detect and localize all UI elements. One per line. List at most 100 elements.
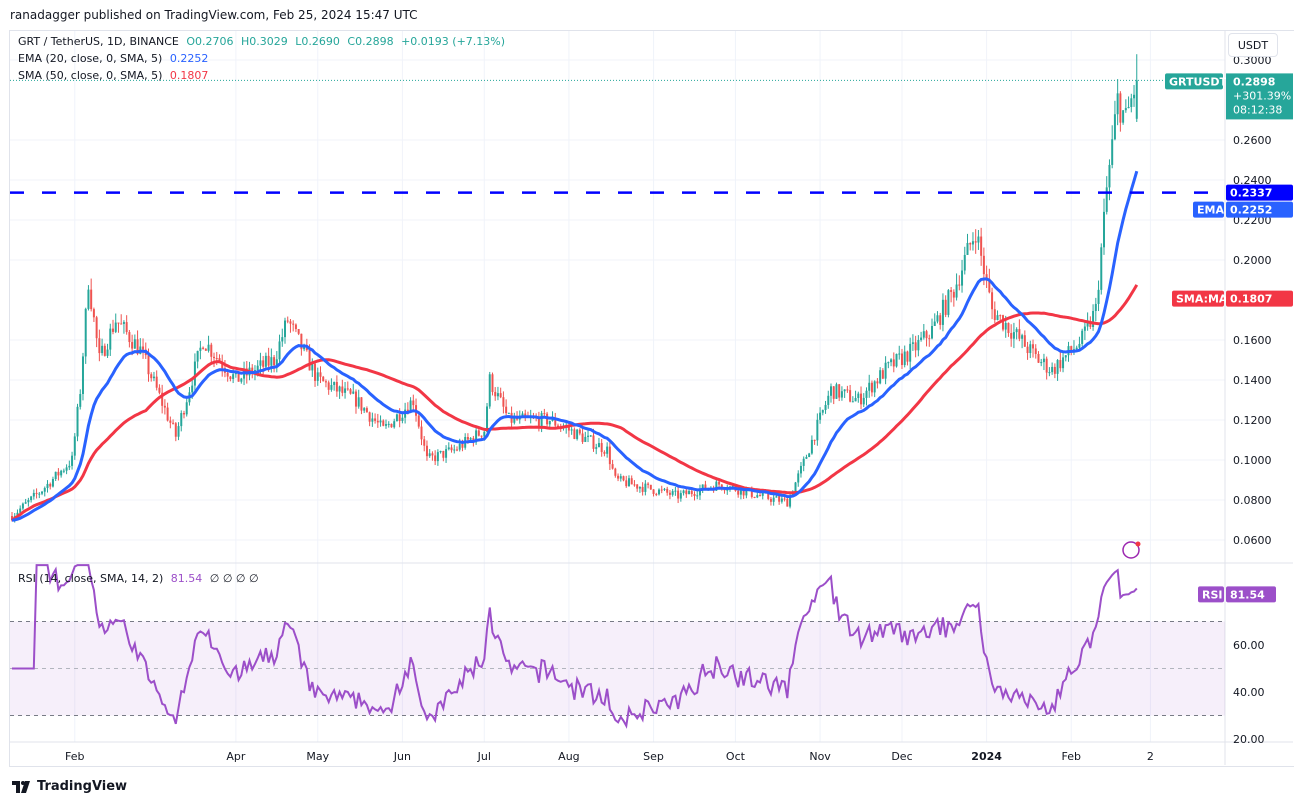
candle-body: [363, 408, 366, 411]
rsi-tick: 60.00: [1233, 639, 1265, 652]
candle-body: [1124, 108, 1127, 111]
sma-tag-bg: [1172, 290, 1224, 307]
candle-body: [573, 429, 576, 439]
time-tick: Feb: [65, 750, 84, 763]
ema-price-label: 0.2252: [1230, 204, 1272, 217]
candle-body: [390, 423, 393, 428]
candle-body: [941, 299, 944, 325]
candle-body: [742, 488, 745, 496]
currency-button[interactable]: USDT: [1228, 33, 1278, 57]
candle-body: [649, 484, 652, 490]
candle-body: [666, 488, 669, 493]
candle-body: [1059, 360, 1062, 369]
legend-low: L0.2690: [295, 35, 340, 48]
candle-body: [567, 426, 570, 431]
candle-body: [617, 475, 620, 479]
price-tick: 0.1400: [1233, 374, 1272, 387]
candle-body: [294, 324, 297, 330]
price-tick: 0.0800: [1233, 494, 1272, 507]
candle-body: [114, 322, 117, 332]
candle-body: [753, 496, 756, 498]
candle-body: [701, 484, 704, 490]
candle-body: [79, 394, 82, 407]
candle-body: [802, 458, 805, 466]
candle-body: [819, 412, 822, 420]
tradingview-logo-icon: [12, 780, 30, 793]
candle-body: [445, 449, 448, 458]
time-tick: 2024: [971, 750, 1002, 763]
candle-body: [772, 497, 775, 502]
candle-body: [786, 498, 789, 507]
candle-body: [759, 495, 762, 497]
candle-body: [944, 299, 947, 315]
candle-body: [316, 372, 319, 381]
candle-body: [109, 328, 112, 350]
candle-body: [521, 413, 524, 416]
candle-body: [933, 321, 936, 327]
candle-body: [761, 492, 764, 496]
candle-body: [660, 489, 663, 491]
candle-body: [327, 382, 330, 390]
time-tick: Feb: [1061, 750, 1080, 763]
candle-body: [922, 331, 925, 338]
candle-body: [816, 419, 819, 441]
candle-body: [537, 418, 540, 427]
candle-body: [876, 381, 879, 384]
candle-body: [393, 421, 396, 428]
candle-body: [775, 496, 778, 498]
candle-body: [507, 412, 510, 414]
candle-body: [606, 446, 609, 454]
candle-body: [783, 498, 786, 500]
candle-body: [461, 443, 464, 448]
candle-body: [576, 429, 579, 439]
candle-body: [202, 347, 205, 349]
candle-body: [870, 382, 873, 393]
candle-body: [106, 349, 109, 356]
candle-body: [865, 390, 868, 398]
tradingview-logo[interactable]: TradingView: [12, 779, 127, 794]
candle-body: [780, 498, 783, 502]
candle-body: [338, 386, 341, 392]
price-tick: 0.2600: [1233, 134, 1272, 147]
legend-rsi[interactable]: RSI (14, close, SMA, 14, 2) 81.54 ∅ ∅ ∅ …: [18, 572, 263, 585]
candle-body: [830, 386, 832, 396]
candle-body: [21, 503, 24, 509]
candle-body: [655, 493, 658, 495]
legend-symbol[interactable]: GRT / TetherUS, 1D, BINANCE: [18, 35, 179, 48]
candle-body: [671, 491, 674, 495]
candle-body: [395, 414, 398, 422]
candle-body: [11, 516, 13, 521]
candle-body: [799, 465, 802, 474]
ema-tag: EMA: [1197, 204, 1224, 217]
candle-body: [914, 342, 917, 351]
candle-body: [319, 372, 322, 377]
candle-body: [627, 478, 630, 487]
candle-body: [715, 481, 718, 491]
candle-body: [737, 490, 740, 495]
candle-body: [204, 348, 207, 351]
candle-body: [161, 392, 164, 406]
notification-dot-icon: [1135, 541, 1141, 547]
candle-body: [354, 391, 357, 407]
candle-body: [663, 488, 666, 490]
candle-body: [221, 361, 224, 369]
candle-body: [1133, 94, 1136, 99]
candle-body: [281, 337, 284, 342]
candle-body: [486, 406, 489, 432]
candle-body: [1111, 139, 1114, 165]
legend-open: O0.2706: [186, 35, 234, 48]
candle-body: [128, 332, 131, 343]
candle-body: [840, 391, 843, 398]
candle-body: [193, 361, 196, 386]
candle-body: [641, 486, 644, 492]
candle-body: [494, 391, 497, 397]
countdown-label: 08:12:38: [1233, 103, 1282, 116]
candle-body: [614, 468, 617, 476]
candle-body: [27, 500, 30, 503]
legend-ema[interactable]: EMA (20, close, 0, SMA, 5) 0.2252: [18, 52, 212, 65]
legend-sma[interactable]: SMA (50, close, 0, SMA, 5) 0.1807: [18, 69, 212, 82]
price-tick: 0.2400: [1233, 174, 1272, 187]
sma-price-label-bg: [1226, 290, 1293, 307]
candle-body: [993, 309, 996, 320]
